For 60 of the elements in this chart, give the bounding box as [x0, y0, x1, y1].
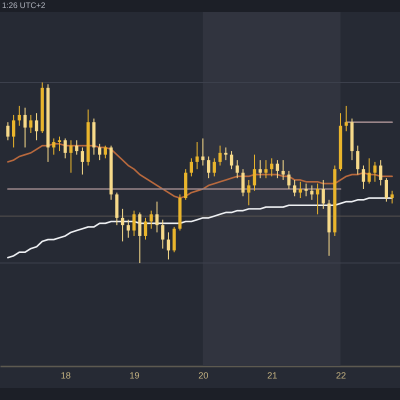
candlestick [132, 210, 136, 236]
candlestick [23, 107, 27, 148]
text: 1:26 UTC+2 [2, 0, 46, 12]
candlestick [29, 114, 32, 134]
candlestick [52, 138, 56, 156]
candlestick [224, 146, 228, 161]
candlestick [282, 160, 285, 180]
candlestick [80, 146, 84, 176]
candlestick [287, 170, 291, 190]
candlestick [316, 183, 320, 215]
candlestick [144, 217, 148, 240]
candlestick [276, 160, 280, 179]
candlestick [241, 168, 245, 197]
candlestick [362, 165, 366, 190]
candlestick [379, 160, 382, 186]
candlestick [373, 161, 377, 182]
x-tick-label: 19 [130, 370, 140, 380]
candlestick [270, 158, 274, 177]
candlestick [304, 183, 308, 197]
candlestick [115, 192, 118, 226]
x-tick-label: 20 [198, 370, 208, 380]
candlestick [390, 190, 394, 204]
candlestick [252, 154, 256, 192]
candlestick [206, 156, 210, 179]
candlestick [368, 158, 371, 184]
candlestick [258, 160, 262, 179]
candlestick [18, 105, 21, 126]
candlestick [6, 122, 10, 141]
candlestick [218, 145, 222, 166]
candlestick [293, 179, 296, 197]
x-tick-label: 21 [267, 370, 278, 380]
x-tick-label: 18 [60, 370, 71, 380]
candlestick [236, 160, 239, 179]
candlestick [98, 143, 102, 161]
candlestick [212, 158, 216, 177]
candlestick [161, 219, 164, 250]
candlestick [247, 179, 250, 206]
candlestick [196, 142, 199, 170]
candlestick [230, 150, 234, 170]
candlestick [126, 219, 130, 238]
candlestick [150, 210, 153, 230]
candlestick [344, 105, 348, 132]
candlestick [138, 212, 142, 264]
candlestick [120, 208, 124, 242]
candlestick [172, 226, 176, 253]
candlestick [75, 140, 78, 156]
candlestick [310, 184, 314, 200]
candlestick [64, 138, 67, 159]
candlestick [58, 136, 62, 152]
candlestick [69, 140, 73, 174]
candlestick [190, 158, 194, 177]
candlestick [34, 112, 38, 141]
candlestick [104, 145, 107, 159]
candlestick [12, 114, 16, 148]
candlestick [384, 178, 388, 202]
x-tick-label: 22 [336, 370, 346, 380]
candlestick [155, 201, 159, 233]
candlestick [356, 145, 360, 176]
candlestick [322, 179, 325, 210]
candlestick [166, 232, 170, 260]
